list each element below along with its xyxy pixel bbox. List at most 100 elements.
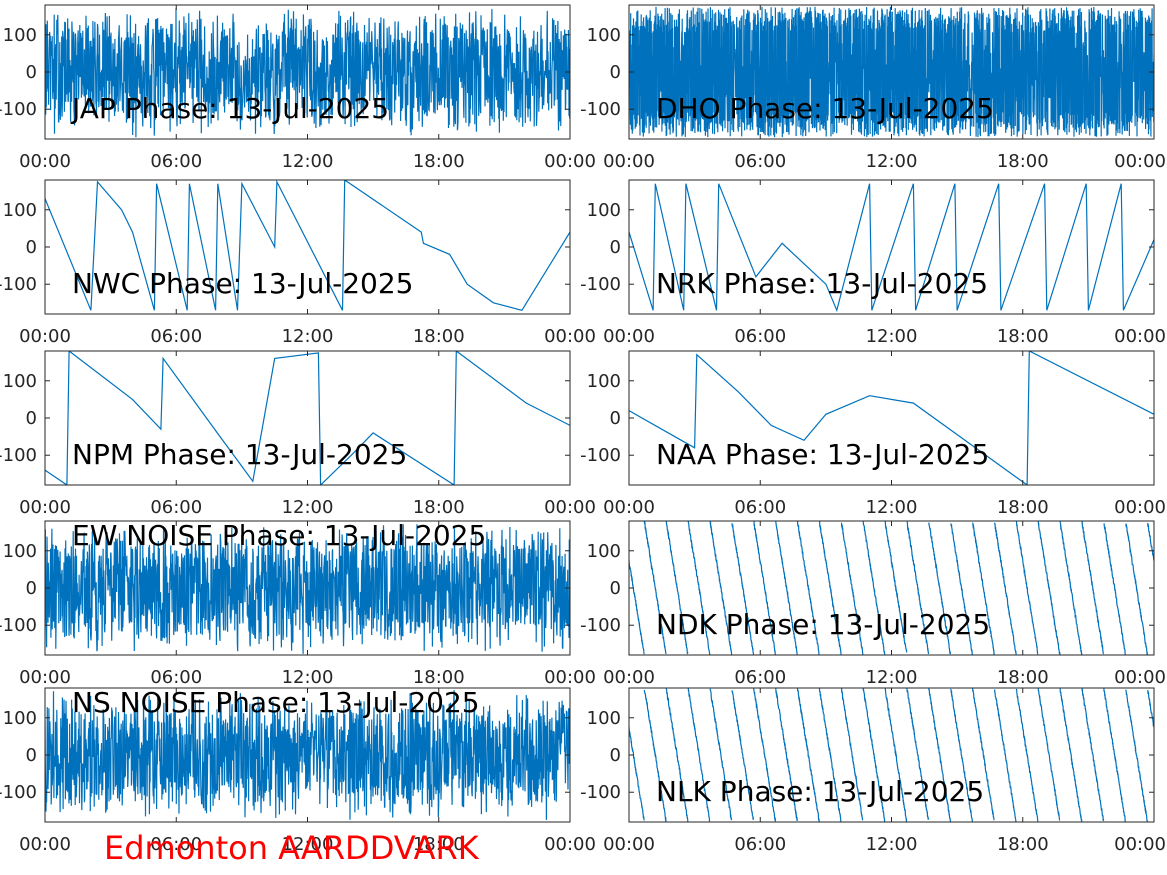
ytick-label: -100	[0, 99, 37, 120]
subplot-title: NPM Phase: 13-Jul-2025	[72, 438, 407, 471]
subplot-title: NLK Phase: 13-Jul-2025	[656, 775, 984, 808]
xtick-label: 12:00	[866, 326, 918, 347]
xtick-label: 06:00	[150, 497, 202, 518]
xtick-label: 18:00	[413, 497, 465, 518]
series-line-4	[45, 351, 570, 485]
subplot-8: -100 0 100 00:00 06:00 12:00 18:00 00:00 NS NOIS…	[0, 686, 596, 855]
subplot-title: NS NOISE Phase: 13-Jul-2025	[72, 686, 480, 719]
ytick-label: -100	[0, 615, 37, 636]
xtick-label: 00:00	[603, 497, 655, 518]
ytick-label: -100	[580, 615, 621, 636]
xtick-label: 00:00	[603, 667, 655, 688]
xtick-label: 00:00	[19, 834, 71, 855]
ytick-label: -100	[580, 99, 621, 120]
xtick-label: 06:00	[150, 326, 202, 347]
xtick-label: 18:00	[413, 834, 465, 855]
subplot-4: -100 0 100 00:00 06:00 12:00 18:00 00:00 NPM Pha…	[0, 350, 596, 518]
subplot-title: NRK Phase: 13-Jul-2025	[656, 267, 988, 300]
series-line-1	[629, 6, 1154, 138]
xtick-label: 00:00	[1114, 326, 1166, 347]
ytick-label: 100	[3, 371, 37, 392]
xtick-label: 00:00	[1114, 151, 1166, 172]
xtick-label: 12:00	[282, 497, 334, 518]
xtick-label: 00:00	[544, 834, 596, 855]
ytick-label: 0	[26, 578, 37, 599]
ytick-label: -100	[580, 782, 621, 803]
xtick-label: 18:00	[413, 151, 465, 172]
xtick-label: 00:00	[19, 667, 71, 688]
xtick-label: 00:00	[19, 326, 71, 347]
series-line-9	[629, 688, 1154, 822]
xtick-label: 00:00	[544, 151, 596, 172]
series-line-0	[45, 8, 570, 138]
subplot-title: DHO Phase: 13-Jul-2025	[656, 92, 994, 125]
series-line-7	[629, 521, 1154, 655]
subplot-7: -100 0 100 00:00 06:00 12:00 18:00 00:00 NDK Pha…	[580, 520, 1166, 688]
xtick-label: 00:00	[1114, 497, 1166, 518]
xtick-label: 06:00	[734, 151, 786, 172]
xtick-label: 06:00	[734, 834, 786, 855]
series-line-8	[45, 690, 570, 820]
ytick-label: 100	[587, 708, 621, 729]
ytick-label: 100	[3, 708, 37, 729]
ytick-label: 0	[26, 62, 37, 83]
series-line-2	[45, 180, 570, 311]
series-line-3	[629, 183, 1154, 313]
xtick-label: 00:00	[544, 667, 596, 688]
ytick-label: 100	[587, 200, 621, 221]
ytick-label: 100	[3, 541, 37, 562]
ytick-label: 0	[610, 745, 621, 766]
xtick-label: 18:00	[997, 497, 1049, 518]
subplot-3: -100 0 100 00:00 06:00 12:00 18:00 00:00 NRK Pha…	[580, 179, 1166, 347]
subplot-6: -100 0 100 00:00 06:00 12:00 18:00 00:00 EW NOIS…	[0, 519, 596, 688]
xtick-label: 00:00	[19, 151, 71, 172]
subplot-title: NAA Phase: 13-Jul-2025	[656, 438, 989, 471]
subplot-title: EW NOISE Phase: 13-Jul-2025	[72, 519, 486, 552]
subplot-0: -100 0 100 00:00 06:00 12:00 18:00 00:00 JAP Pha…	[0, 4, 596, 172]
xtick-label: 12:00	[866, 834, 918, 855]
xtick-label: 18:00	[997, 834, 1049, 855]
ytick-label: -100	[0, 274, 37, 295]
ytick-label: -100	[0, 782, 37, 803]
xtick-label: 00:00	[603, 151, 655, 172]
ytick-label: -100	[580, 445, 621, 466]
xtick-label: 06:00	[734, 326, 786, 347]
subplot-5: -100 0 100 00:00 06:00 12:00 18:00 00:00 NAA Pha…	[580, 350, 1166, 518]
series-line-6	[45, 524, 570, 654]
xtick-label: 06:00	[734, 667, 786, 688]
xtick-label: 12:00	[282, 834, 334, 855]
ytick-label: 0	[26, 237, 37, 258]
subplot-2: -100 0 100 00:00 06:00 12:00 18:00 00:00 NWC Pha…	[0, 179, 596, 347]
subplot-title: JAP Phase: 13-Jul-2025	[70, 92, 389, 125]
xtick-label: 18:00	[413, 667, 465, 688]
ytick-label: 100	[3, 200, 37, 221]
xtick-label: 18:00	[997, 667, 1049, 688]
ytick-label: 100	[587, 541, 621, 562]
xtick-label: 12:00	[282, 151, 334, 172]
xtick-label: 12:00	[866, 667, 918, 688]
xtick-label: 12:00	[866, 151, 918, 172]
ytick-label: -100	[0, 445, 37, 466]
xtick-label: 00:00	[544, 497, 596, 518]
xtick-label: 00:00	[544, 326, 596, 347]
xtick-label: 18:00	[997, 151, 1049, 172]
xtick-label: 00:00	[1114, 667, 1166, 688]
ytick-label: 0	[26, 408, 37, 429]
ytick-label: 0	[26, 745, 37, 766]
xtick-label: 06:00	[734, 497, 786, 518]
ytick-label: -100	[580, 274, 621, 295]
xtick-label: 18:00	[413, 326, 465, 347]
subplot-1: -100 0 100 00:00 06:00 12:00 18:00 00:00 DHO Pha…	[580, 4, 1166, 172]
ytick-label: 0	[610, 578, 621, 599]
xtick-label: 12:00	[282, 667, 334, 688]
ytick-label: 0	[610, 237, 621, 258]
xtick-label: 12:00	[866, 497, 918, 518]
series-line-5	[629, 351, 1154, 485]
xtick-label: 12:00	[282, 326, 334, 347]
ytick-label: 0	[610, 408, 621, 429]
xtick-label: 00:00	[1114, 834, 1166, 855]
ytick-label: 100	[587, 371, 621, 392]
station-label: Edmonton AARDDVARK	[104, 829, 479, 867]
xtick-label: 00:00	[19, 497, 71, 518]
